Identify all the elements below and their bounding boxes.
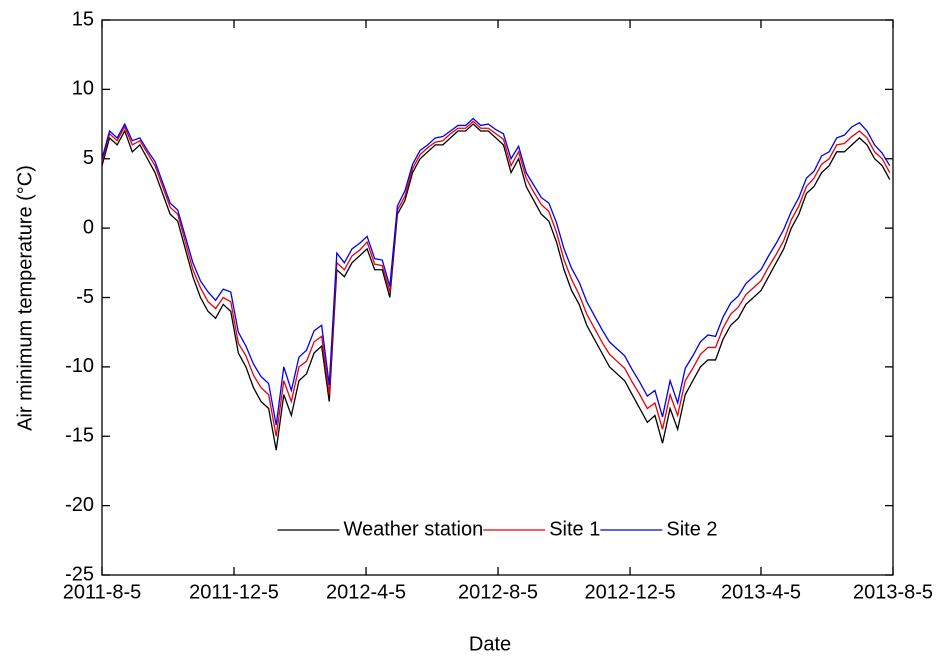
legend-label: Weather station [343, 518, 483, 540]
legend-label: Site 1 [549, 518, 600, 540]
x-tick-label: 2011-8-5 [63, 581, 142, 603]
x-tick-label: 2012-4-5 [326, 581, 406, 603]
y-tick-label: 0 [83, 216, 94, 238]
y-tick-label: 5 [83, 147, 94, 169]
plot-frame [101, 19, 894, 576]
x-axis-label: Date [469, 633, 511, 655]
x-tick-label: 2013-4-5 [721, 581, 801, 603]
x-tick-label: 2012-8-5 [458, 581, 538, 603]
data-line [101, 120, 891, 437]
y-tick-label: 10 [72, 78, 94, 100]
y-tick-label: -15 [65, 425, 94, 447]
data-line [101, 123, 891, 451]
y-tick-label: -25 [65, 563, 94, 585]
y-tick-label: -10 [65, 355, 94, 377]
x-tick-label: 2013-8-5 [853, 581, 933, 603]
y-tick-label: -20 [65, 494, 94, 516]
y-axis-label: Air minimum temperature (°C) [14, 165, 36, 431]
x-tick-label: 2012-12-5 [584, 581, 675, 603]
y-tick-label: 15 [72, 8, 94, 30]
x-tick-label: 2011-12-5 [189, 581, 279, 603]
y-tick-label: -5 [76, 286, 94, 308]
legend-label: Site 2 [666, 518, 717, 540]
data-line [101, 117, 891, 426]
